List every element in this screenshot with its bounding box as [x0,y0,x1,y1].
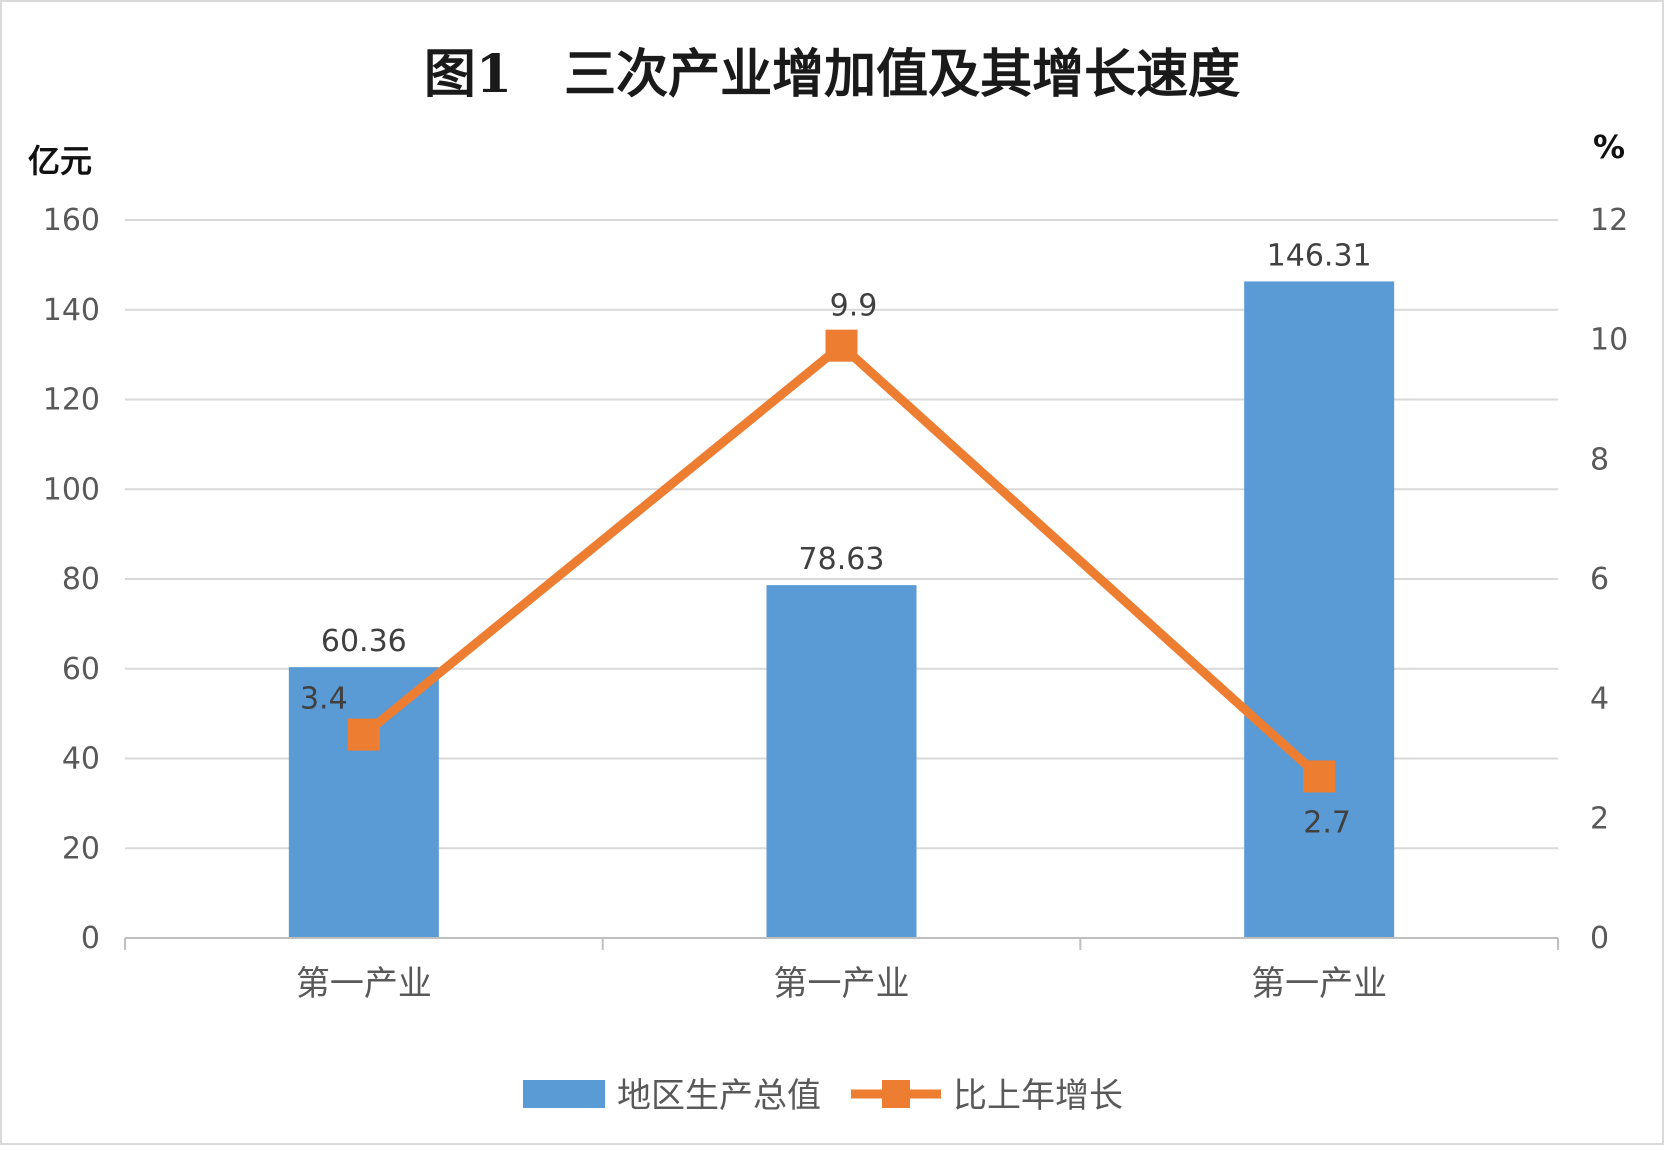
y-tick-label-left: 60 [62,652,100,687]
bar [288,667,439,938]
data-labels: 60.36 78.63 146.31 3.4 9.9 2.7 [300,238,1372,840]
y-tick-label-right: 6 [1590,562,1609,597]
bar-data-label: 60.36 [321,624,407,659]
growth-marker [1303,760,1336,793]
legend-label-line: 比上年增长 [953,1076,1123,1116]
x-axis [124,937,1559,950]
y-tick-label-left: 120 [43,383,100,418]
y-tick-label-right: 10 [1590,323,1628,358]
legend-label-bar: 地区生产总值 [617,1076,821,1116]
category-label: 第一产业 [774,964,910,1004]
bar [1244,281,1395,939]
line-series [347,329,1336,793]
bar-series [288,281,1395,939]
y-tick-label-left: 160 [43,203,100,238]
left-axis-unit: 亿元 [28,142,92,180]
y-tick-label-right: 4 [1590,682,1609,717]
y-tick-label-left: 0 [81,921,100,956]
right-axis-unit: % [1593,128,1625,166]
y-tick-label-right: 12 [1590,203,1628,238]
bar-data-label: 78.63 [799,542,885,577]
growth-marker [347,718,380,751]
right-axis-ticks: 0 2 4 6 8 10 12 [1590,203,1628,956]
category-label: 第一产业 [1251,964,1387,1004]
y-tick-label-left: 80 [62,562,100,597]
category-labels: 第一产业 第一产业 第一产业 [296,964,1387,1004]
legend-swatch-bar [523,1080,605,1108]
category-label: 第一产业 [296,964,432,1004]
line-data-label: 9.9 [830,289,878,324]
y-tick-label-left: 20 [62,831,100,866]
legend: 地区生产总值 比上年增长 [523,1076,1123,1116]
bar-data-label: 146.31 [1267,238,1372,273]
left-axis-ticks: 0 20 40 60 80 100 120 140 160 [43,203,100,956]
line-data-label: 3.4 [300,682,348,717]
y-tick-label-left: 100 [43,472,100,507]
y-tick-label-left: 140 [43,293,100,328]
y-tick-label-right: 8 [1590,442,1609,477]
bar [766,585,917,938]
y-tick-label-right: 2 [1590,801,1609,836]
legend-swatch-marker [882,1080,910,1108]
line-data-label: 2.7 [1303,805,1351,840]
growth-marker [825,329,858,362]
chart-title: 图1 三次产业增加值及其增长速度 [424,44,1240,105]
y-tick-label-left: 40 [62,742,100,777]
y-tick-label-right: 0 [1590,921,1609,956]
